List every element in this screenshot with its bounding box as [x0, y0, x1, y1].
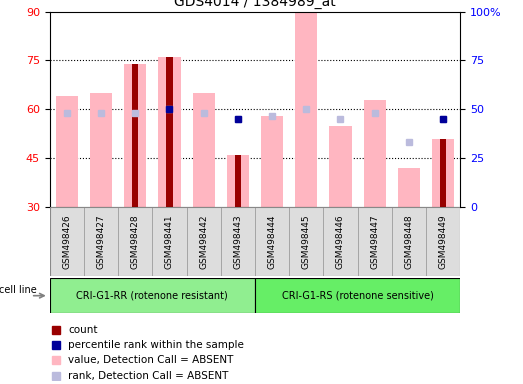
Bar	[358, 207, 392, 276]
Bar	[398, 168, 420, 207]
Text: cell line: cell line	[0, 285, 36, 296]
Bar	[426, 207, 460, 276]
Bar	[166, 57, 173, 207]
Text: GSM498428: GSM498428	[131, 215, 140, 269]
Text: GSM498448: GSM498448	[404, 215, 413, 269]
Text: CRI-G1-RR (rotenone resistant): CRI-G1-RR (rotenone resistant)	[76, 291, 228, 301]
Text: CRI-G1-RS (rotenone sensitive): CRI-G1-RS (rotenone sensitive)	[282, 291, 434, 301]
Bar	[187, 207, 221, 276]
Bar	[432, 139, 454, 207]
Bar	[132, 64, 138, 207]
Text: rank, Detection Call = ABSENT: rank, Detection Call = ABSENT	[68, 371, 229, 381]
Bar	[255, 278, 460, 313]
Text: GSM498446: GSM498446	[336, 215, 345, 269]
Text: GSM498441: GSM498441	[165, 215, 174, 269]
Bar	[50, 278, 255, 313]
Bar	[118, 207, 152, 276]
Bar	[227, 155, 249, 207]
Bar	[323, 207, 358, 276]
Bar	[295, 12, 317, 207]
Bar	[55, 96, 78, 207]
Bar	[158, 57, 180, 207]
Text: GSM498449: GSM498449	[439, 215, 448, 269]
Bar	[84, 207, 118, 276]
Bar	[363, 100, 386, 207]
Text: GSM498445: GSM498445	[302, 215, 311, 269]
Text: count: count	[68, 325, 98, 335]
Text: GSM498442: GSM498442	[199, 215, 208, 269]
Bar	[50, 207, 84, 276]
Text: GSM498444: GSM498444	[268, 215, 277, 269]
Bar	[289, 207, 323, 276]
Bar	[255, 207, 289, 276]
Bar	[392, 207, 426, 276]
Bar	[90, 93, 112, 207]
Text: percentile rank within the sample: percentile rank within the sample	[68, 340, 244, 350]
Bar	[124, 64, 146, 207]
Text: GSM498443: GSM498443	[233, 215, 242, 269]
Bar	[235, 155, 241, 207]
Bar	[329, 126, 351, 207]
Text: GSM498427: GSM498427	[97, 215, 106, 269]
Text: value, Detection Call = ABSENT: value, Detection Call = ABSENT	[68, 356, 234, 366]
Bar	[261, 116, 283, 207]
Title: GDS4014 / 1384989_at: GDS4014 / 1384989_at	[174, 0, 336, 9]
Text: GSM498447: GSM498447	[370, 215, 379, 269]
Bar	[221, 207, 255, 276]
Bar	[440, 139, 446, 207]
Bar	[192, 93, 215, 207]
Text: GSM498426: GSM498426	[62, 215, 71, 269]
Bar	[152, 207, 187, 276]
